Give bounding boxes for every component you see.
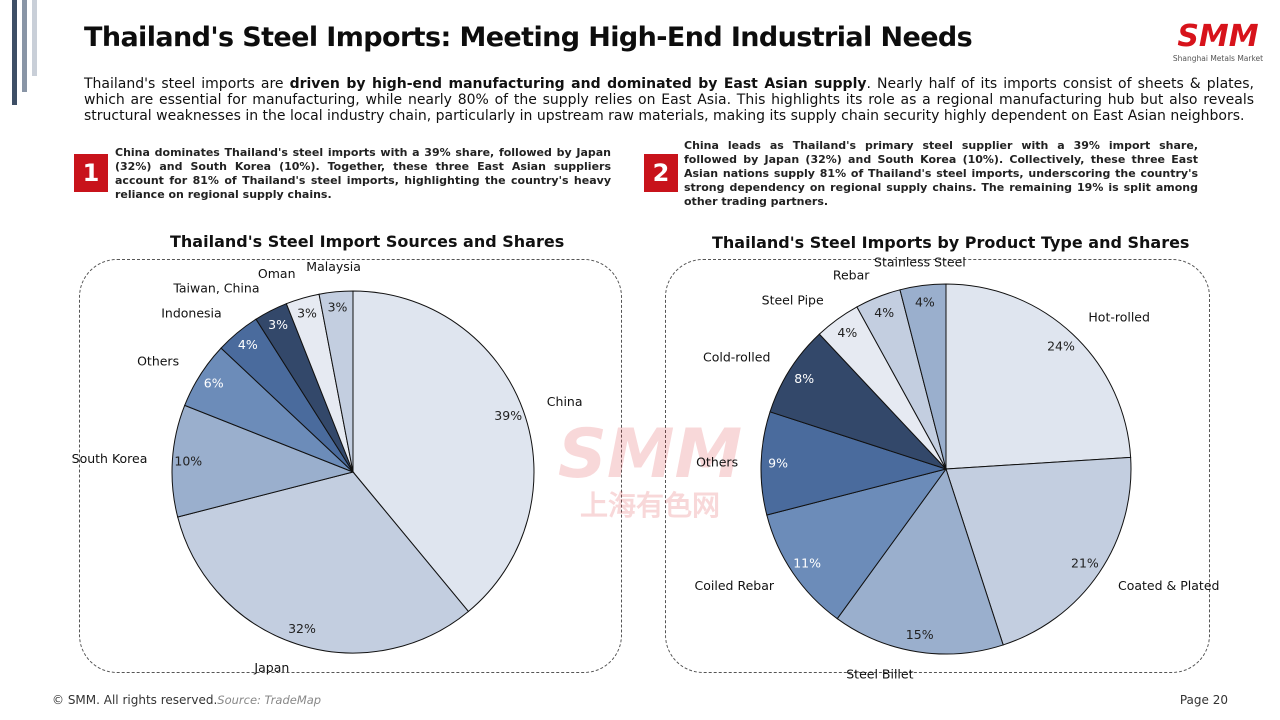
watermark-subtitle: 上海有色网: [580, 489, 720, 522]
note-2-badge: 2: [644, 154, 678, 192]
page-number: Page 20: [1179, 693, 1228, 707]
chart-1-slice-8: [318, 290, 354, 473]
chart-2-value-label-8: 4%: [874, 305, 894, 320]
chart-1-title: Thailand's Steel Import Sources and Shar…: [170, 232, 565, 251]
page-title: Thailand's Steel Imports: Meeting High-E…: [84, 22, 973, 53]
chart-2-slice-5: [760, 411, 948, 516]
chart-1-value-label-5: 4%: [238, 337, 258, 352]
chart-2-value-label-6: 8%: [794, 371, 814, 386]
chart-2-slice-2: [945, 456, 1132, 646]
chart-1-category-label-5: Indonesia: [161, 305, 221, 320]
chart-1-slice-3: [171, 404, 355, 518]
chart-2-category-label-7: Steel Pipe: [762, 293, 824, 308]
chart-1-slice-1: [352, 290, 535, 613]
chart-2-category-label-6: Cold-rolled: [703, 350, 770, 365]
chart-1-slice-2: [177, 471, 470, 654]
footer-copyright: © SMM. All rights reserved.Source: Trade…: [52, 693, 321, 707]
chart-2-value-label-5: 9%: [768, 456, 788, 471]
chart-2-slice-3: [836, 467, 1004, 655]
logo-text: SMM: [1177, 19, 1258, 54]
chart-1-value-label-1: 39%: [494, 408, 522, 423]
chart-1-category-label-4: Others: [137, 354, 179, 369]
chart-2-category-label-9: Stainless Steel: [874, 255, 966, 270]
note-1-badge: 1: [74, 154, 108, 192]
chart-1-value-label-4: 6%: [204, 376, 224, 391]
chart-1-value-label-8: 3%: [328, 300, 348, 315]
chart-1-category-label-3: South Korea: [72, 451, 148, 466]
chart-1-value-label-7: 3%: [297, 306, 317, 321]
chart-2-category-label-4: Coiled Rebar: [695, 578, 775, 593]
chart-1-category-label-6: Taiwan, China: [172, 281, 259, 296]
decor-bar-dark: [12, 0, 17, 105]
intro-text-end: . Nearly half of its imports consist of …: [84, 76, 1254, 124]
chart-1-category-label-2: Japan: [253, 660, 289, 675]
chart-1-value-label-6: 3%: [268, 317, 288, 332]
chart-2-slice-1: [945, 283, 1132, 470]
watermark-text: SMM: [558, 415, 742, 494]
note-2-text: China leads as Thailand's primary steel …: [684, 139, 1198, 208]
source-text: Source: TradeMap: [217, 693, 322, 707]
smm-logo: SMM Shanghai Metals Market: [1173, 19, 1263, 63]
chart-1-category-label-1: China: [547, 394, 583, 409]
intro-text-start: Thailand's steel imports are: [84, 76, 290, 92]
chart-2-category-label-3: Steel Billet: [846, 666, 913, 681]
chart-2-title: Thailand's Steel Imports by Product Type…: [712, 233, 1190, 252]
chart-2-slice-4: [766, 468, 948, 620]
chart-2-value-label-2: 21%: [1071, 555, 1099, 570]
chart-2-category-label-2: Coated & Plated: [1118, 578, 1219, 593]
copyright-text: © SMM. All rights reserved.: [52, 693, 218, 707]
chart-2-category-label-1: Hot-rolled: [1088, 309, 1150, 324]
note-1-text: China dominates Thailand's steel imports…: [115, 146, 611, 201]
chart-2-slice-6: [769, 333, 947, 470]
chart-2-category-label-8: Rebar: [833, 268, 870, 283]
decor-bar-light: [32, 0, 37, 76]
decor-bar-mid: [22, 0, 27, 92]
logo-subtitle: Shanghai Metals Market: [1173, 54, 1263, 63]
chart-1-frame: [79, 259, 622, 673]
chart-1-category-label-8: Malaysia: [306, 259, 361, 274]
intro-text-bold: driven by high-end manufacturing and dom…: [289, 76, 867, 92]
chart-2-category-label-5: Others: [696, 455, 738, 470]
chart-2-frame: [665, 259, 1210, 673]
intro-paragraph: Thailand's steel imports are driven by h…: [84, 76, 1254, 124]
chart-1-value-label-2: 32%: [288, 621, 316, 636]
chart-1-value-label-3: 10%: [174, 454, 202, 469]
smm-watermark: SMM 上海有色网: [558, 415, 742, 522]
chart-1-category-label-7: Oman: [258, 266, 296, 281]
chart-2-value-label-3: 15%: [906, 627, 934, 642]
chart-2-slice-9: [899, 283, 947, 470]
chart-2-value-label-4: 11%: [793, 555, 821, 570]
chart-2-value-label-1: 24%: [1047, 339, 1075, 354]
chart-2-value-label-9: 4%: [915, 294, 935, 309]
chart-2-value-label-7: 4%: [837, 325, 857, 340]
